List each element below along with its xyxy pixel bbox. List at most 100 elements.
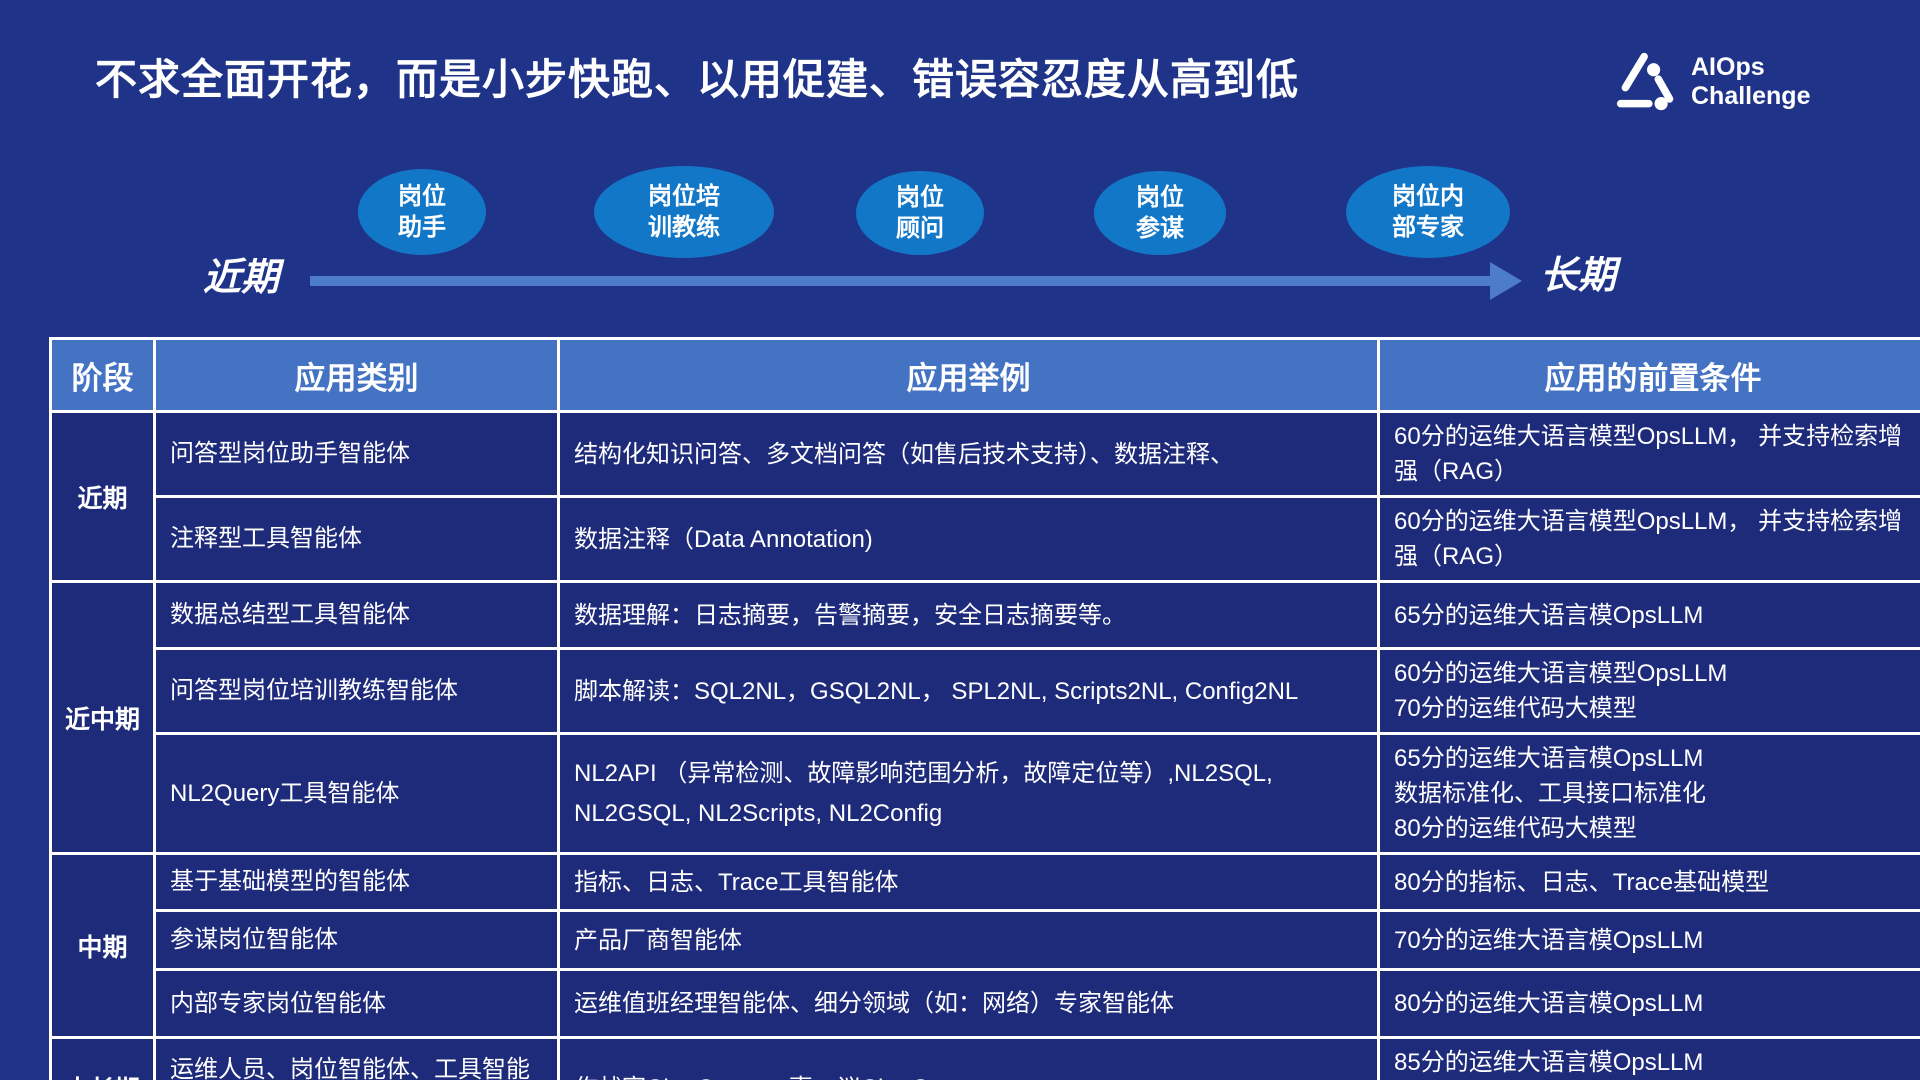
example-text: 数据理解：日志摘要，告警摘要，安全日志摘要等。 <box>574 601 1126 629</box>
timeline-arrow-shaft <box>310 276 1492 286</box>
column-header-conditions: 应用的前置条件 <box>1377 337 1920 413</box>
stage-cell-mid-term: 中期 <box>49 852 156 1039</box>
badge-label: 训教练 <box>648 214 720 241</box>
badge-label: 部专家 <box>1392 214 1464 241</box>
condition-text: 80分的运维大语言模OpsLLM <box>1394 990 1704 1017</box>
condition-cell: 80分的指标、日志、Trace基础模型 <box>1377 852 1920 912</box>
badge-label: 岗位培 <box>648 183 720 210</box>
roadmap-table: 阶段 应用类别 应用举例 应用的前置条件 近期 问答型岗位助手智能体 结构化知识… <box>49 337 1920 1080</box>
stage-cell-near-term: 近期 <box>49 410 156 583</box>
example-text: 脚本解读：SQL2NL，GSQL2NL， SPL2NL, Scripts2NL,… <box>574 677 1299 705</box>
column-header-stage: 阶段 <box>49 337 156 413</box>
timeline-start-label: 近期 <box>203 257 280 299</box>
timeline-end-label: 长期 <box>1540 255 1617 297</box>
example-cell: 数据注释（Data Annotation) <box>557 495 1380 583</box>
badge-label: 顾问 <box>896 215 944 242</box>
category-cell: 问答型岗位培训教练智能体 <box>153 647 560 735</box>
category-text: 参谋岗位智能体 <box>170 926 338 953</box>
category-text: 运维人员、岗位智能体、工具智能体人机系统ChatOPs聊天室 <box>170 1056 530 1080</box>
badge-label: 助手 <box>398 214 446 241</box>
condition-cell: 60分的运维大语言模型OpsLLM， 并支持检索增强（RAG） <box>1377 410 1920 498</box>
condition-cell: 65分的运维大语言模OpsLLM <box>1377 580 1920 650</box>
category-cell: 参谋岗位智能体 <box>153 909 560 971</box>
example-cell: NL2API （异常检测、故障影响范围分析，故障定位等）,NL2SQL, NL2… <box>557 732 1380 855</box>
logo-text: AIOps Challenge <box>1691 53 1810 111</box>
condition-cell: 65分的运维大语言模OpsLLM 数据标准化、工具接口标准化 80分的运维代码大… <box>1377 732 1920 855</box>
aiops-triangle-logo-icon <box>1615 50 1679 114</box>
example-cell: 结构化知识问答、多文档问答（如售后技术支持）、数据注释、 <box>557 410 1380 498</box>
condition-text: 60分的运维大语言模型OpsLLM， 并支持检索增强（RAG） <box>1394 508 1903 570</box>
example-cell: 产品厂商智能体 <box>557 909 1380 971</box>
condition-text: 85分的运维大语言模OpsLLM <box>1394 1049 1704 1076</box>
role-badge-assistant: 岗位 助手 <box>358 169 486 255</box>
role-badge-adviser: 岗位 参谋 <box>1094 171 1226 255</box>
aiops-challenge-logo: AIOps Challenge <box>1615 50 1810 114</box>
role-badge-consultant: 岗位 顾问 <box>856 171 984 255</box>
timeline-arrow-head-icon <box>1490 262 1522 300</box>
logo-text-line2: Challenge <box>1691 82 1811 110</box>
condition-text: 60分的运维大语言模型OpsLLM <box>1394 660 1728 687</box>
table-row: 注释型工具智能体 数据注释（Data Annotation) 60分的运维大语言… <box>51 495 1920 583</box>
column-header-example: 应用举例 <box>557 337 1380 413</box>
condition-text: 80分的运维代码大模型 <box>1394 815 1637 842</box>
table-row: 近中期 数据总结型工具智能体 数据理解：日志摘要，告警摘要，安全日志摘要等。 6… <box>49 580 1920 855</box>
example-text: 产品厂商智能体 <box>574 926 742 954</box>
example-text: 结构化知识问答、多文档问答（如售后技术支持）、数据注释、 <box>574 440 1234 468</box>
category-text: 内部专家岗位智能体 <box>170 989 386 1017</box>
category-cell: 注释型工具智能体 <box>153 495 560 583</box>
table-row: 问答型岗位培训教练智能体 脚本解读：SQL2NL，GSQL2NL， SPL2NL… <box>51 647 1920 735</box>
category-text: 数据总结型工具智能体 <box>170 601 410 628</box>
role-badge-internal-expert: 岗位内 部专家 <box>1346 166 1510 258</box>
condition-cell: 60分的运维大语言模型OpsLLM， 并支持检索增强（RAG） <box>1377 495 1920 583</box>
condition-cell: 60分的运维大语言模型OpsLLM 70分的运维代码大模型 <box>1377 647 1920 735</box>
condition-text: 数据标准化、工具接口标准化 <box>1394 780 1706 807</box>
category-cell: 数据总结型工具智能体 <box>153 580 560 650</box>
condition-text: 70分的运维代码大模型 <box>1394 695 1637 722</box>
condition-text: 80分的指标、日志、Trace基础模型 <box>1394 868 1770 896</box>
example-text: 指标、日志、Trace工具智能体 <box>574 868 899 896</box>
column-header-category: 应用类别 <box>153 337 560 413</box>
example-text: 运维值班经理智能体、细分领域（如：网络）专家智能体 <box>574 990 1174 1017</box>
logo-text-line1: AIOps <box>1691 53 1765 81</box>
role-badge-training-coach: 岗位培 训教练 <box>594 166 774 258</box>
category-text: 基于基础模型的智能体 <box>170 868 410 895</box>
badge-label: 岗位 <box>1136 184 1184 211</box>
condition-cell: 85分的运维大语言模OpsLLM 专家/参谋智能体；工具智能体 <box>1377 1036 1920 1080</box>
example-text: 数据注释（Data Annotation) <box>574 525 873 553</box>
example-text: 作战室ChatOps，一事一议ChatOps <box>574 1071 1363 1080</box>
example-cell: 作战室ChatOps，一事一议ChatOps <box>557 1036 1380 1080</box>
condition-text: 65分的运维大语言模OpsLLM <box>1394 601 1704 629</box>
badge-label: 岗位内 <box>1392 183 1464 210</box>
example-cell: 数据理解：日志摘要，告警摘要，安全日志摘要等。 <box>557 580 1380 650</box>
table-row: 参谋岗位智能体 产品厂商智能体 70分的运维大语言模OpsLLM <box>51 909 1920 971</box>
category-cell: NL2Query工具智能体 <box>153 732 560 855</box>
condition-text: 70分的运维大语言模OpsLLM <box>1394 926 1704 954</box>
category-text: 问答型岗位培训教练智能体 <box>170 677 458 704</box>
stage-cell-mid-long-term: 中长期 <box>49 1036 156 1080</box>
stage-cell-near-mid-term: 近中期 <box>49 580 156 855</box>
condition-text: 60分的运维大语言模型OpsLLM， 并支持检索增强（RAG） <box>1394 423 1903 485</box>
category-cell: 运维人员、岗位智能体、工具智能体人机系统ChatOPs聊天室 <box>153 1036 560 1080</box>
example-text: NL2API （异常检测、故障影响范围分析，故障定位等）,NL2SQL, NL2… <box>574 759 1273 827</box>
example-cell: 指标、日志、Trace工具智能体 <box>557 852 1380 912</box>
category-cell: 问答型岗位助手智能体 <box>153 410 560 498</box>
badge-label: 岗位 <box>896 184 944 211</box>
category-text: NL2Query工具智能体 <box>170 779 400 807</box>
category-text: 注释型工具智能体 <box>170 525 362 552</box>
badge-label: 参谋 <box>1136 215 1184 242</box>
condition-cell: 80分的运维大语言模OpsLLM <box>1377 968 1920 1039</box>
category-cell: 基于基础模型的智能体 <box>153 852 560 912</box>
page-title: 不求全面开花，而是小步快跑、以用促建、错误容忍度从高到低 <box>95 56 1300 103</box>
table-header-row: 阶段 应用类别 应用举例 应用的前置条件 <box>49 337 1920 413</box>
condition-text: 65分的运维大语言模OpsLLM <box>1394 745 1704 772</box>
condition-cell: 70分的运维大语言模OpsLLM <box>1377 909 1920 971</box>
category-cell: 内部专家岗位智能体 <box>153 968 560 1039</box>
table-row: 内部专家岗位智能体 运维值班经理智能体、细分领域（如：网络）专家智能体 80分的… <box>51 968 1920 1039</box>
example-cell: 脚本解读：SQL2NL，GSQL2NL， SPL2NL, Scripts2NL,… <box>557 647 1380 735</box>
category-text: 问答型岗位助手智能体 <box>170 440 410 467</box>
example-cell: 运维值班经理智能体、细分领域（如：网络）专家智能体 <box>557 968 1380 1039</box>
table-row: NL2Query工具智能体 NL2API （异常检测、故障影响范围分析，故障定位… <box>51 732 1920 855</box>
badge-label: 岗位 <box>398 183 446 210</box>
table-row: 中期 基于基础模型的智能体 指标、日志、Trace工具智能体 80分的指标、日志… <box>49 852 1920 1039</box>
